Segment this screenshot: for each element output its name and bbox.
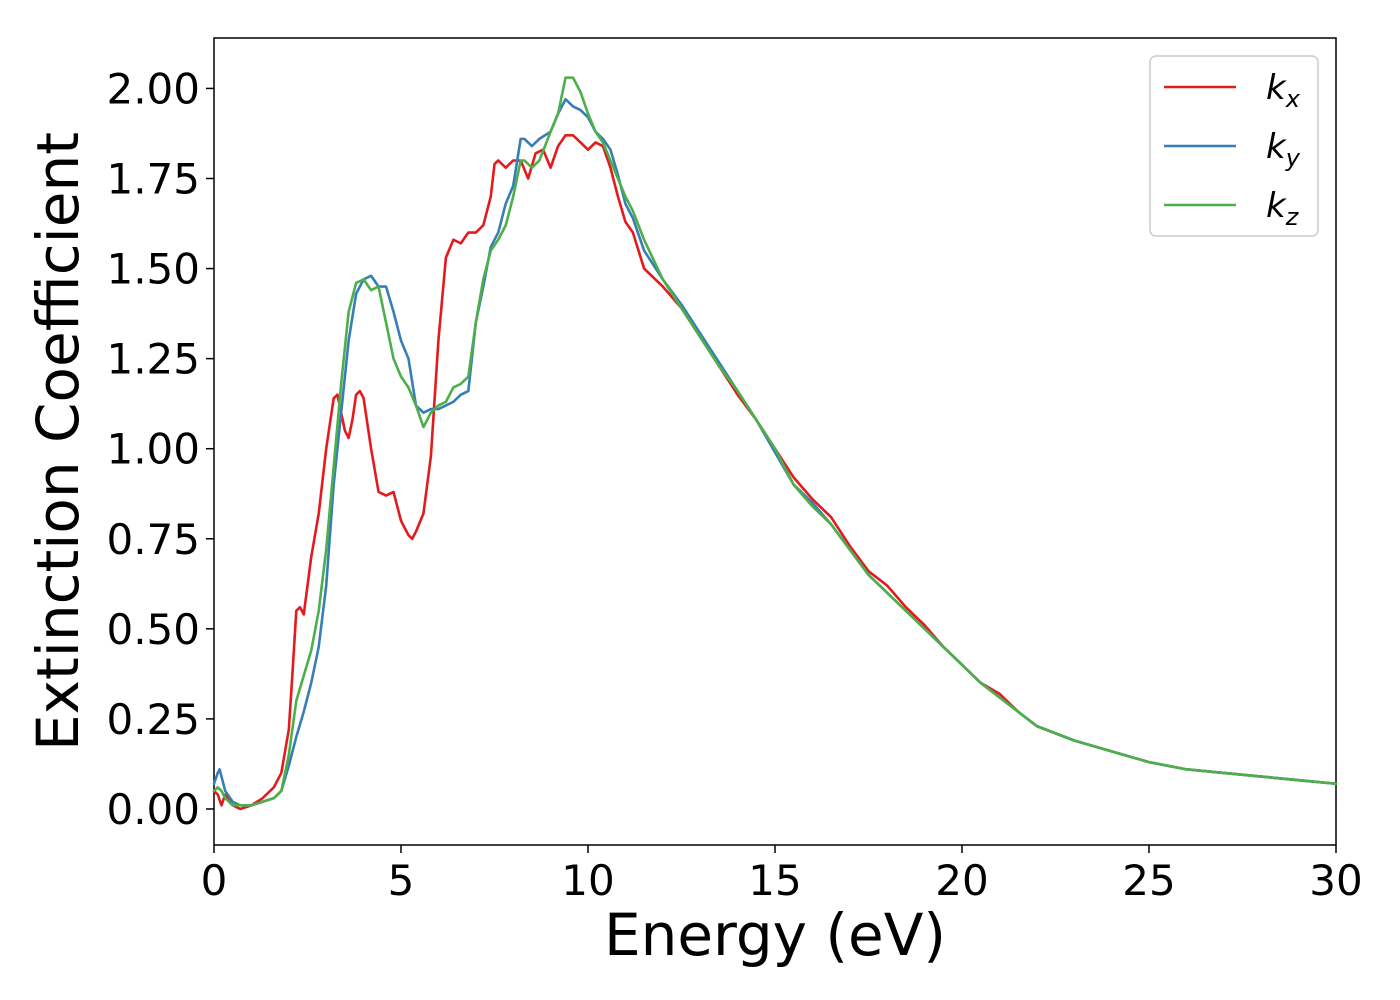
series-layer: [212, 76, 1338, 811]
y-tick-label: 1.75: [106, 155, 200, 204]
x-axis-ticks: 0 5 10 15 20 25 30: [201, 845, 1363, 905]
y-tick-label: 0.00: [106, 785, 200, 834]
y-tick-label: 0.25: [106, 695, 200, 744]
legend-label-k-x: kx: [1266, 68, 1301, 113]
plot-area: 0 5 10 15 20 25 30 0.00 0.25 0.50 0.75 1.00 1.25 1.5…: [106, 37, 1363, 905]
x-tick-label: 10: [561, 856, 614, 905]
x-tick-label: 30: [1309, 856, 1362, 905]
x-tick-label: 5: [388, 856, 415, 905]
series-line-k-z: [212, 76, 1338, 807]
y-tick-label: 0.50: [106, 605, 200, 654]
legend-label-k-y: ky: [1266, 127, 1301, 172]
y-axis-title: Extinction Coefficient: [24, 132, 92, 751]
x-tick-label: 20: [935, 856, 988, 905]
y-tick-label: 1.00: [106, 425, 200, 474]
x-tick-label: 0: [201, 856, 228, 905]
x-tick-label: 15: [748, 856, 801, 905]
legend: kx ky kz: [1149, 55, 1319, 237]
y-axis-ticks: 0.00 0.25 0.50 0.75 1.00 1.25 1.50 1.75 2.00: [106, 64, 214, 834]
x-tick-label: 25: [1122, 856, 1175, 905]
y-tick-label: 2.00: [106, 64, 200, 113]
legend-label-k-z: kz: [1266, 186, 1300, 231]
y-tick-label: 1.50: [106, 245, 200, 294]
y-tick-label: 1.25: [106, 335, 200, 384]
x-axis-title: Energy (eV): [604, 901, 946, 969]
series-line-k-x: [212, 133, 1338, 811]
y-tick-label: 0.75: [106, 515, 200, 564]
